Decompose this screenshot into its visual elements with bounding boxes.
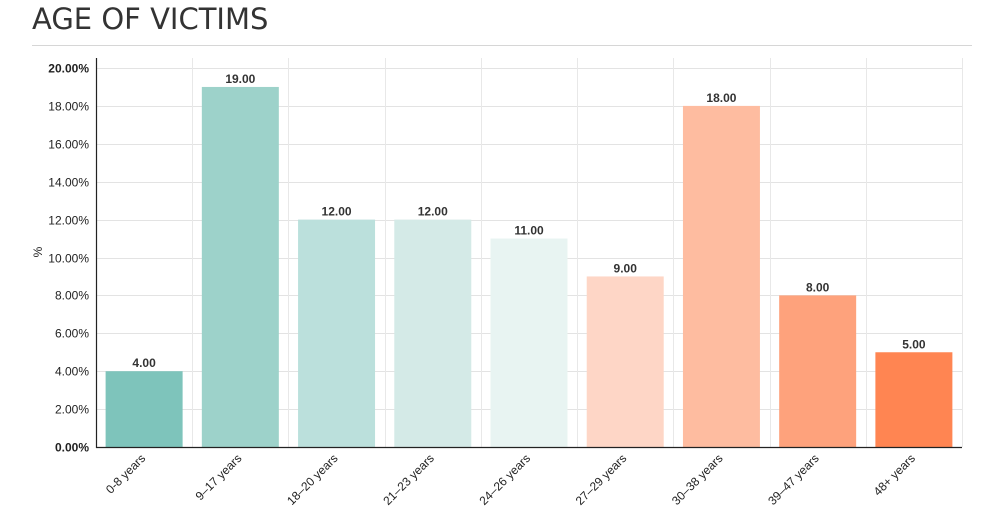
bar[interactable] [779,295,857,447]
data-label: 18.00 [706,91,736,105]
y-tick-label: 16.00% [48,138,89,152]
bars [105,86,953,448]
y-tick-label: 18.00% [48,100,89,114]
y-tick-label: 14.00% [48,176,89,190]
x-tick-label: 30–38 years [669,451,726,508]
data-label: 8.00 [806,280,830,294]
x-tick-label: 39–47 years [765,451,822,508]
x-tick-label: 18–20 years [284,451,341,508]
x-tick-label: 24–26 years [477,451,534,508]
x-tick-label: 0-8 years [103,451,148,496]
data-label: 12.00 [418,205,448,219]
data-label: 19.00 [225,72,255,86]
bar[interactable] [394,219,472,447]
y-tick-label: 20.00% [48,62,89,76]
data-labels: 4.00 19.00 12.00 12.00 11.00 9.00 18.00 8.00 5.0… [132,72,925,370]
data-label: 9.00 [614,261,638,275]
bar[interactable] [586,276,664,447]
x-tick-label: 48+ years [871,451,918,498]
bar[interactable] [682,105,760,448]
y-tick-label: 2.00% [55,403,89,417]
bar[interactable] [490,238,568,447]
y-axis-title: % [31,246,45,257]
y-tick-label: 4.00% [55,365,89,379]
data-label: 4.00 [132,356,156,370]
x-tick-label: 27–29 years [573,451,630,508]
bar[interactable] [298,219,376,447]
y-tick-label: 10.00% [48,252,89,266]
y-tick-label: 12.00% [48,214,89,228]
y-tick-label: 0.00% [55,441,89,455]
bar[interactable] [105,371,183,447]
x-tick-label: 21–23 years [380,451,437,508]
y-tick-label: 8.00% [55,289,89,303]
x-tick-label: 9–17 years [193,451,245,503]
title-divider [32,45,972,46]
bar[interactable] [201,86,279,447]
data-label: 5.00 [902,337,926,351]
bar[interactable] [875,352,953,447]
y-tick-label: 6.00% [55,327,89,341]
data-label: 12.00 [322,205,352,219]
chart-title: AGE OF VICTIMS [32,2,269,36]
data-label: 11.00 [514,224,544,238]
